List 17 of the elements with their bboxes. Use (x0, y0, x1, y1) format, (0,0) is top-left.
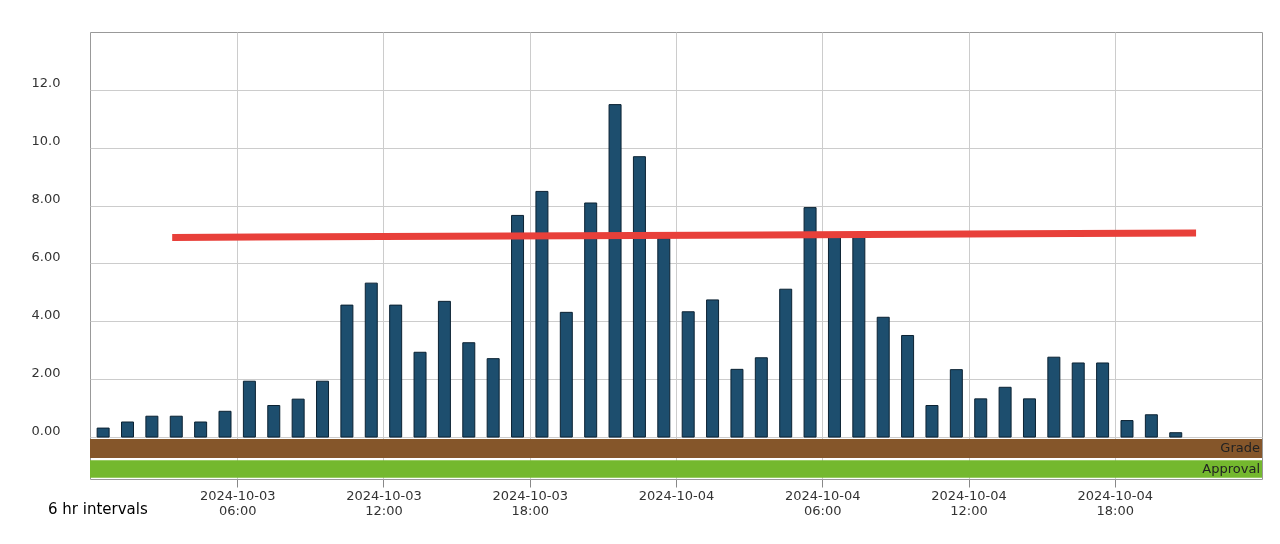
band-label: Approval (1202, 461, 1260, 477)
y-tick-label: 6.00 (31, 248, 61, 264)
x-tick-label: 2024-10-04 (638, 487, 715, 503)
x-tick-label: 2024-10-03 06:00 (199, 487, 276, 518)
x-tick-label: 2024-10-04 06:00 (784, 487, 861, 518)
y-tick-label: 10.0 (31, 133, 61, 149)
x-tick-label: 2024-10-04 18:00 (1077, 487, 1154, 518)
y-tick-label: 4.00 (31, 306, 61, 322)
y-tick-label: 8.00 (31, 191, 61, 207)
y-tick-label: 2.00 (31, 364, 61, 380)
band-label: Grade (1220, 440, 1260, 456)
y-tick-label: 12.0 (31, 75, 61, 91)
x-tick-label: 2024-10-03 12:00 (346, 487, 422, 518)
y-tick-label: 0.00 (31, 422, 61, 438)
x-tick-label: 2024-10-03 18:00 (492, 487, 569, 518)
x-tick-label: 2024-10-04 12:00 (931, 487, 1007, 518)
text: 6 hr intervals (48, 500, 148, 518)
